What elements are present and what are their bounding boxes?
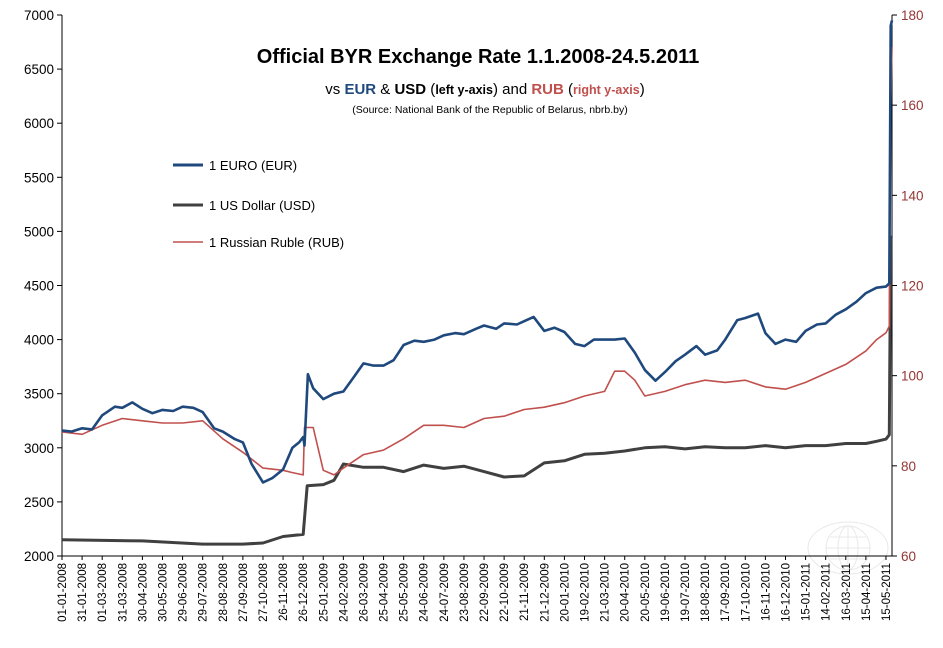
y-left-tick-label: 5500	[24, 170, 54, 185]
x-tick-label: 31-03-2008	[117, 563, 129, 622]
x-tick-label: 25-01-2009	[318, 563, 330, 622]
x-tick-label: 21-12-2009	[539, 563, 551, 622]
y-right-tick-label: 80	[901, 459, 916, 474]
legend: 1 EURO (EUR) 1 US Dollar (USD) 1 Russian R…	[173, 158, 344, 250]
x-tick-label: 27-09-2008	[238, 563, 250, 622]
x-tick-label: 16-11-2010	[760, 563, 772, 621]
x-tick-label: 18-08-2010	[700, 563, 712, 622]
legend-label: 1 Russian Ruble (RUB)	[209, 235, 344, 250]
x-tick-label: 01-03-2008	[97, 563, 109, 622]
x-tick-label: 26-03-2009	[359, 563, 371, 622]
x-tick-label: 25-05-2009	[399, 563, 411, 622]
x-tick-label: 20-05-2010	[640, 563, 652, 622]
subtitle-part: right y-axis	[573, 83, 640, 97]
subtitle-part: USD	[394, 81, 426, 98]
x-tick-label: 29-06-2008	[178, 563, 190, 622]
subtitle-part: (	[426, 81, 435, 98]
y-left-tick-label: 4500	[24, 279, 54, 294]
x-tick-label: 19-07-2010	[680, 563, 692, 622]
x-tick-label: 14-02-2011	[821, 563, 833, 621]
x-tick-label: 15-01-2011	[801, 563, 813, 621]
x-tick-label: 17-10-2010	[740, 563, 752, 622]
y-right-tick-label: 160	[901, 98, 924, 113]
x-tick-label: 20-01-2010	[559, 563, 571, 622]
y-right-ticks: 60 80 100 120 140 160 180	[892, 8, 924, 564]
x-tick-label: 16-12-2010	[781, 563, 793, 622]
subtitle-part: EUR	[344, 81, 376, 98]
x-tick-label: 25-04-2009	[379, 563, 391, 622]
y-left-ticks: 2000 2500 3000 3500 4000 4500 5000 5500 6000 6500…	[24, 8, 62, 564]
x-tick-label: 31-01-2008	[77, 563, 89, 622]
series-line-usd	[61, 235, 893, 546]
x-tick-label: 24-02-2009	[338, 563, 350, 622]
x-tick-label: 21-11-2009	[519, 563, 531, 621]
y-left-tick-label: 7000	[24, 8, 54, 23]
subtitle-part: &	[376, 81, 394, 98]
y-right-tick-label: 120	[901, 279, 924, 294]
chart-subtitle: vs EUR & USD (left y-axis) and RUB (righ…	[325, 81, 644, 98]
x-tick-label: 01-01-2008	[57, 563, 69, 622]
x-tick-label: 21-03-2010	[600, 563, 612, 622]
legend-label: 1 EURO (EUR)	[209, 158, 297, 173]
y-left-tick-label: 3000	[24, 441, 54, 456]
subtitle-part: RUB	[531, 81, 564, 98]
x-tick-label: 22-10-2009	[499, 563, 511, 622]
series-line-eur	[61, 20, 894, 484]
y-left-tick-label: 3500	[24, 387, 54, 402]
y-left-tick-label: 6000	[24, 116, 54, 131]
x-tick-label: 30-05-2008	[158, 563, 170, 622]
x-tick-label: 24-06-2009	[419, 563, 431, 622]
x-tick-label: 27-10-2008	[258, 563, 270, 622]
subtitle-part: ) and	[493, 81, 531, 98]
x-tick-label: 23-08-2009	[459, 563, 471, 622]
y-left-tick-label: 5000	[24, 224, 54, 239]
y-right-tick-label: 60	[901, 549, 916, 564]
x-tick-label: 24-07-2009	[439, 563, 451, 622]
legend-label: 1 US Dollar (USD)	[209, 198, 315, 213]
subtitle-part: (	[564, 81, 573, 98]
subtitle-part: vs	[325, 81, 344, 98]
series-line-rub	[61, 46, 893, 476]
y-right-tick-label: 100	[901, 369, 924, 384]
x-ticks: 01-01-2008 31-01-2008 01-03-2008 31-03-2008…	[57, 556, 893, 622]
watermark-globe-icon	[807, 521, 889, 575]
x-tick-label: 17-09-2010	[720, 563, 732, 622]
x-tick-label: 19-02-2010	[580, 563, 592, 622]
chart-title: Official BYR Exchange Rate 1.1.2008-24.5…	[257, 46, 699, 68]
x-tick-label: 26-11-2008	[278, 563, 290, 621]
x-tick-label: 30-04-2008	[137, 563, 149, 622]
y-right-tick-label: 180	[901, 8, 924, 23]
chart-source: (Source: National Bank of the Republic o…	[352, 104, 627, 116]
x-tick-label: 15-04-2011	[861, 563, 873, 621]
x-tick-label: 15-05-2011	[881, 563, 893, 621]
x-tick-label: 22-09-2009	[479, 563, 491, 622]
y-left-tick-label: 4000	[24, 333, 54, 348]
subtitle-part: )	[640, 81, 645, 98]
x-tick-label: 26-12-2008	[298, 563, 310, 622]
x-tick-label: 28-08-2008	[218, 563, 230, 622]
y-left-tick-label: 2500	[24, 495, 54, 510]
y-right-tick-label: 140	[901, 188, 924, 203]
series-lines	[61, 20, 894, 546]
y-left-tick-label: 6500	[24, 62, 54, 77]
x-tick-label: 29-07-2008	[198, 563, 210, 622]
x-tick-label: 16-03-2011	[841, 563, 853, 621]
x-tick-label: 20-04-2010	[620, 563, 632, 622]
x-tick-label: 19-06-2010	[660, 563, 672, 622]
subtitle-part: left y-axis	[435, 83, 493, 97]
y-left-tick-label: 2000	[24, 549, 54, 564]
